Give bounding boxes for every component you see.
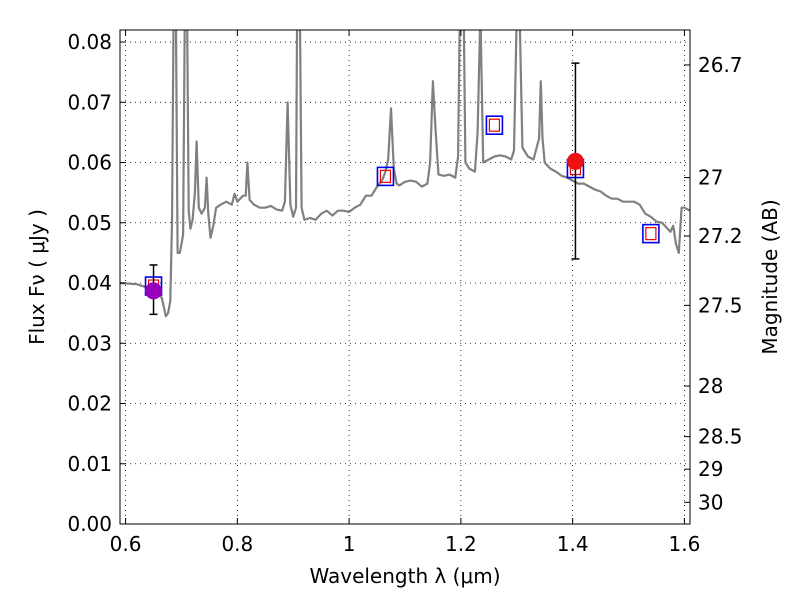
y-tick-label: 0.04	[67, 271, 112, 295]
spectrum-line-group	[120, 30, 690, 318]
x-tick-label: 1.2	[445, 532, 477, 556]
y-tick-label: 0.05	[67, 211, 112, 235]
right-tick-label: 27.2	[698, 224, 743, 248]
x-tick-label: 0.8	[221, 532, 253, 556]
plot-frame	[119, 29, 691, 525]
model-square-inner	[379, 169, 392, 183]
model-square-outer	[376, 166, 395, 187]
observed-points-group	[145, 62, 584, 316]
x-tick-label: 0.6	[110, 532, 142, 556]
x-tick-label: 1.4	[557, 532, 589, 556]
model-points-group	[144, 115, 660, 296]
observed-point	[145, 282, 163, 300]
right-tick-label: 27	[698, 166, 723, 190]
y-tick-labels: 0.00 0.01 0.02 0.03 0.04 0.05 0.06 0.07 0.08	[67, 30, 112, 536]
right-tick-label: 28.5	[698, 425, 743, 449]
model-square-outer	[485, 115, 504, 135]
x-tick-label: 1	[343, 532, 356, 556]
right-tick-labels: 26.7 27 27.2 27.5 28 28.5 29 30	[698, 53, 743, 514]
right-tick-label: 28	[698, 374, 723, 398]
y-tick-label: 0.03	[67, 331, 112, 355]
x-tick-labels: 0.6 0.8 1 1.2 1.4 1.6	[110, 532, 701, 556]
spectrum-line	[120, 30, 690, 318]
y-tick-label: 0.07	[67, 90, 112, 114]
ticks	[120, 30, 690, 525]
right-tick-label: 27.5	[698, 293, 743, 317]
model-square-outer	[642, 223, 660, 244]
x-axis-label: Wavelength λ (μm)	[309, 564, 500, 588]
x-tick-label: 1.6	[669, 532, 701, 556]
y-tick-label: 0.00	[67, 512, 112, 536]
grid	[120, 30, 690, 525]
model-square-inner	[645, 227, 657, 241]
right-tick-label: 26.7	[698, 53, 743, 77]
y-tick-label: 0.01	[67, 452, 112, 476]
right-tick-label: 29	[698, 457, 723, 481]
right-tick-label: 30	[698, 490, 723, 514]
model-square-inner	[488, 118, 501, 132]
y-tick-label: 0.06	[67, 151, 112, 175]
y-tick-label: 0.08	[67, 30, 112, 54]
right-axis-label: Magnitude (AB)	[758, 199, 782, 354]
y-tick-label: 0.02	[67, 392, 112, 416]
observed-point	[566, 152, 584, 170]
y-axis-label: Flux Fν ( μJy )	[25, 209, 49, 345]
